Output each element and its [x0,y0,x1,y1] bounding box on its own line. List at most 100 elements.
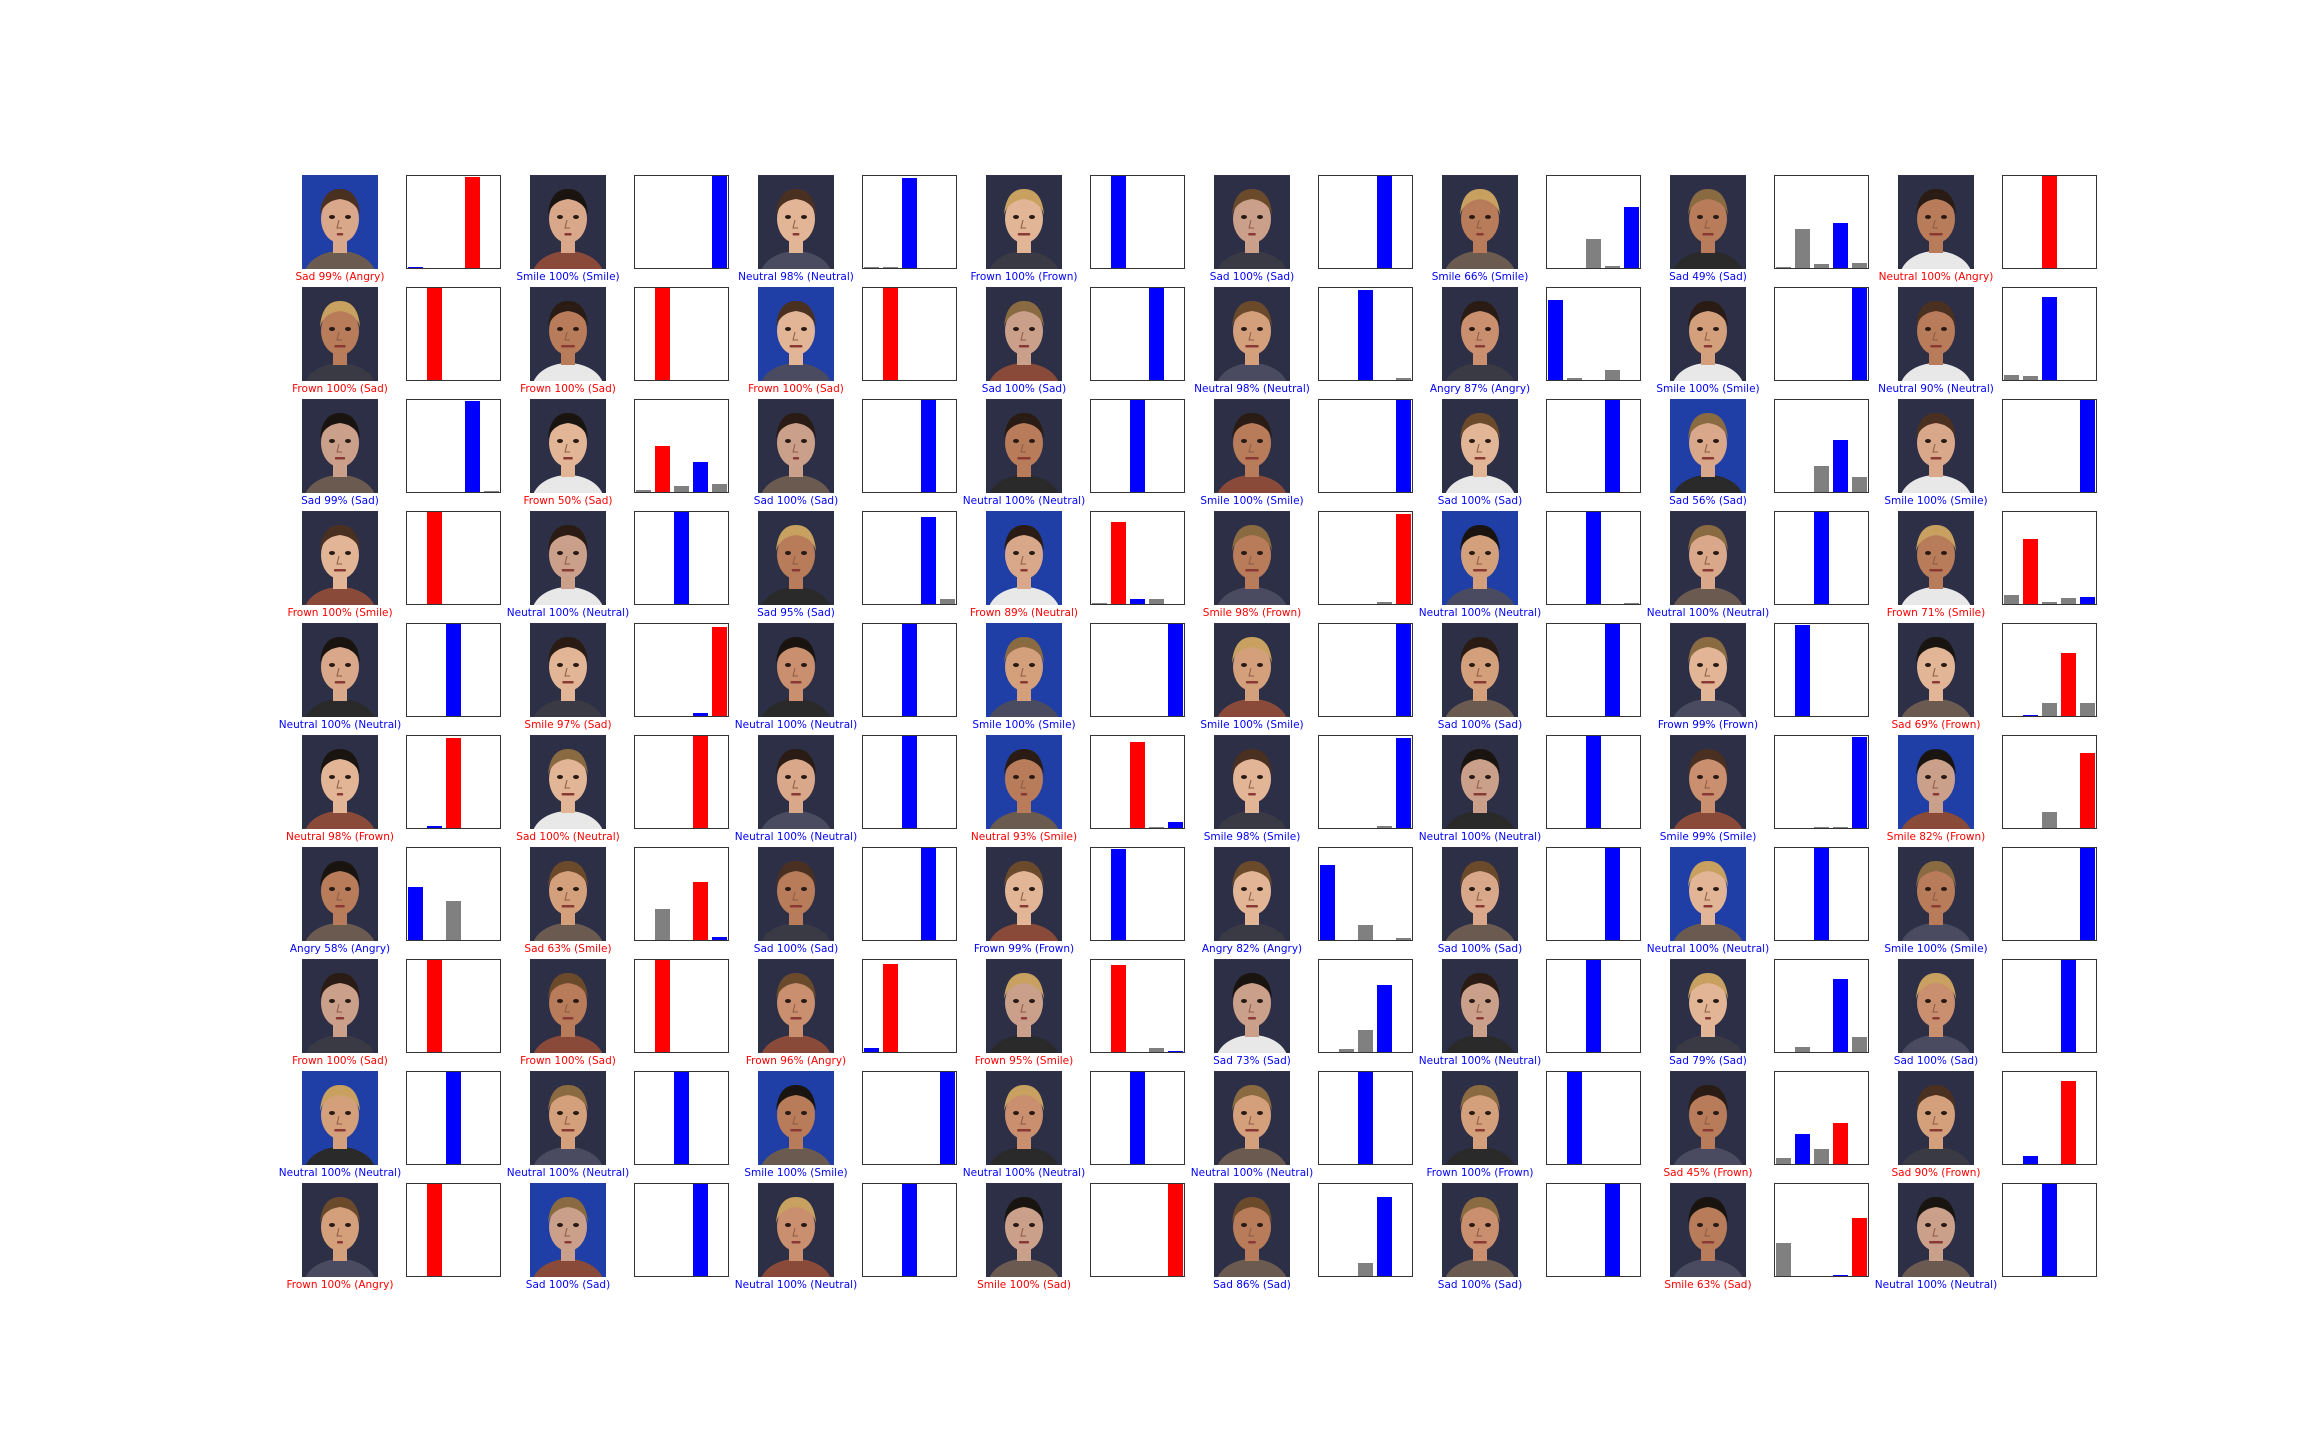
probability-bar-panel [1318,1183,1413,1277]
face-thumbnail [1670,287,1746,381]
probability-bar-sad [1604,400,1621,492]
probability-bar-frown [1110,848,1127,940]
prediction-caption: Smile 97% (Sad) [524,719,612,731]
probability-bar-neutral [1357,925,1374,940]
prediction-caption: Neutral 100% (Angry) [1878,271,1994,283]
probability-bar-smile [483,491,500,492]
face-thumbnail [302,399,378,493]
face-thumbnail [302,1071,378,1165]
probability-bar-panel [1090,511,1185,605]
prediction-caption: Neutral 100% (Neutral) [1418,607,1542,619]
face-thumbnail [1442,735,1518,829]
face-thumbnail [758,287,834,381]
probability-bar-panel [1090,847,1185,941]
face-thumbnail [986,175,1062,269]
prediction-caption: Angry 58% (Angry) [289,943,391,955]
probability-bar-neutral [445,901,462,940]
probability-bar-panel [1546,959,1641,1053]
prediction-caption: Sad 99% (Angry) [295,271,385,283]
face-thumbnail [530,287,606,381]
face-thumbnail [530,511,606,605]
probability-bar-sad [1832,1122,1849,1164]
prediction-caption: Frown 95% (Smile) [974,1055,1074,1067]
probability-bar-sad [1832,440,1849,492]
probability-bar-panel [634,399,729,493]
probability-bar-angry [1091,603,1108,604]
probability-bar-panel [862,175,957,269]
face-thumbnail [986,1183,1062,1277]
face-thumbnail [1670,1071,1746,1165]
probability-bar-panel [862,1183,957,1277]
prediction-caption: Frown 99% (Frown) [1657,719,1759,731]
probability-bar-frown [882,963,899,1052]
face-thumbnail [1670,399,1746,493]
probability-bar-panel [862,847,957,941]
face-thumbnail [1670,959,1746,1053]
probability-bar-neutral [1585,512,1602,604]
probability-bar-smile [711,626,728,716]
probability-bar-smile [2079,703,2096,716]
probability-bar-panel [1546,735,1641,829]
probability-bar-sad [920,400,937,492]
probability-bar-neutral [1129,1072,1146,1164]
prediction-caption: Smile 98% (Smile) [1203,831,1301,843]
prediction-caption: Angry 87% (Angry) [1429,383,1531,395]
probability-bar-panel [2002,847,2097,941]
probability-bar-frown [2022,1155,2039,1164]
face-thumbnail [302,1183,378,1277]
face-thumbnail [530,399,606,493]
face-thumbnail [758,735,834,829]
prediction-caption: Frown 100% (Angry) [286,1279,394,1291]
face-thumbnail [1214,399,1290,493]
face-thumbnail [1442,287,1518,381]
probability-bar-frown [1338,1049,1355,1052]
probability-bar-panel [1090,175,1185,269]
probability-bar-smile [1395,378,1412,380]
face-thumbnail [1898,735,1974,829]
probability-bar-angry [1775,267,1792,268]
probability-bar-smile [2079,848,2096,940]
probability-bar-sad [1376,602,1393,604]
prediction-caption: Frown 100% (Sad) [520,1055,616,1067]
face-thumbnail [758,623,834,717]
face-thumbnail [758,511,834,605]
prediction-caption: Sad 100% (Sad) [1437,1279,1523,1291]
face-thumbnail [530,847,606,941]
probability-bar-angry [407,886,424,940]
face-thumbnail [1214,1071,1290,1165]
prediction-caption: Sad 79% (Sad) [1669,1055,1747,1067]
prediction-caption: Neutral 100% (Neutral) [1646,607,1770,619]
face-thumbnail [986,1071,1062,1165]
probability-bar-angry [2003,375,2020,380]
probability-bar-panel [2002,287,2097,381]
prediction-caption: Smile 66% (Smile) [1431,271,1529,283]
probability-bar-sad [1148,599,1165,604]
prediction-caption: Sad 100% (Sad) [981,383,1067,395]
probability-bar-panel [862,959,957,1053]
probability-bar-neutral [2041,602,2058,604]
probability-bar-angry [863,267,880,268]
probability-bar-sad [692,882,709,940]
probability-bar-smile [2079,752,2096,828]
prediction-caption: Smile 99% (Smile) [1659,831,1757,843]
prediction-caption: Sad 100% (Sad) [1437,719,1523,731]
probability-bar-panel [862,1071,957,1165]
face-thumbnail [530,1071,606,1165]
prediction-caption: Sad 73% (Sad) [1213,1055,1291,1067]
prediction-caption: Frown 89% (Neutral) [970,607,1078,619]
prediction-caption: Neutral 98% (Neutral) [1194,383,1310,395]
face-thumbnail [1670,511,1746,605]
prediction-caption: Smile 100% (Smile) [516,271,620,283]
prediction-caption: Frown 96% (Angry) [745,1055,847,1067]
prediction-caption: Smile 100% (Smile) [972,719,1076,731]
probability-bar-sad [1376,176,1393,268]
probability-bar-panel [406,175,501,269]
probability-bar-panel [1774,287,1869,381]
probability-bar-frown [2022,538,2039,604]
probability-bar-panel [1318,287,1413,381]
probability-bar-sad [920,848,937,940]
probability-bar-panel [1774,511,1869,605]
prediction-caption: Sad 100% (Sad) [1893,1055,1979,1067]
probability-bar-panel [634,847,729,941]
